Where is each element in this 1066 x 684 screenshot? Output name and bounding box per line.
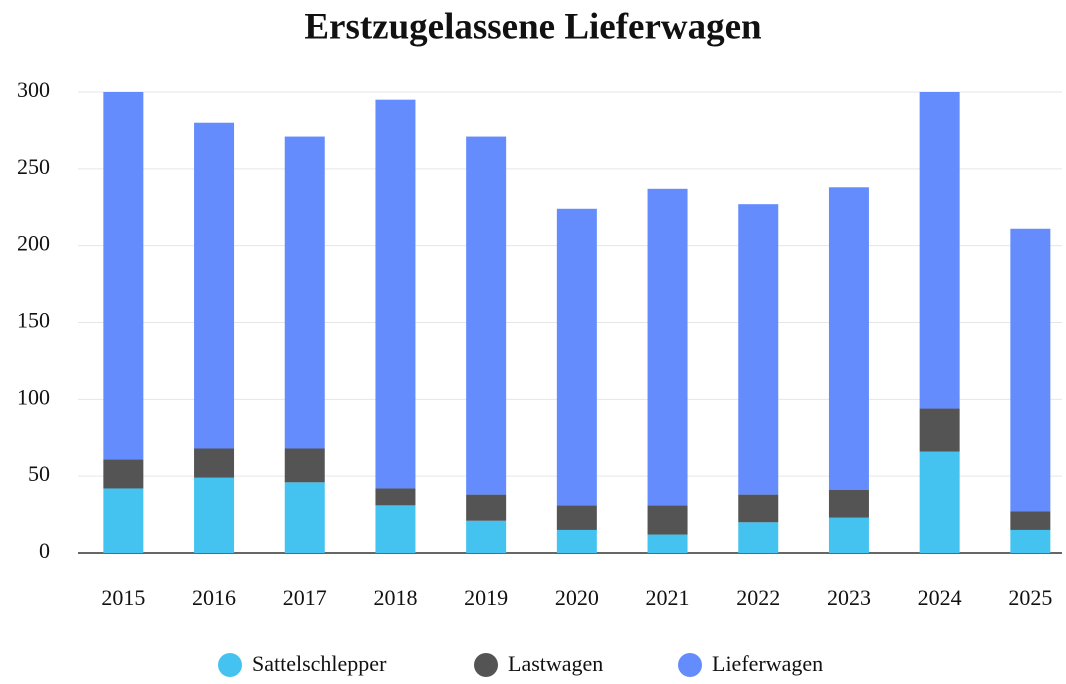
bar-segment	[284, 448, 325, 483]
y-tick-label: 250	[17, 154, 50, 179]
bar-segment	[103, 459, 144, 489]
y-tick-label: 100	[17, 384, 50, 409]
bar-segment	[194, 477, 235, 553]
bar-segment	[919, 451, 960, 553]
y-tick-label: 200	[17, 231, 50, 256]
bar-segment	[556, 505, 597, 530]
bar-segment	[284, 482, 325, 553]
legend-label: Lieferwagen	[712, 651, 823, 676]
x-tick-label: 2025	[1008, 585, 1052, 610]
bar-segment	[1010, 228, 1051, 512]
x-tick-label: 2020	[555, 585, 599, 610]
y-tick-label: 150	[17, 308, 50, 333]
legend-swatch	[474, 653, 498, 677]
bar-segment	[466, 494, 507, 521]
bar-segment	[194, 448, 235, 478]
bar-segment	[828, 187, 869, 490]
bar-segment	[647, 188, 688, 506]
bar-segment	[919, 92, 960, 409]
x-tick-label: 2021	[646, 585, 690, 610]
bar-segment	[466, 520, 507, 553]
legend-swatch	[678, 653, 702, 677]
x-tick-label: 2017	[283, 585, 327, 610]
chart-title: Erstzugelassene Lieferwagen	[304, 6, 762, 47]
y-tick-label: 0	[39, 538, 50, 563]
bar-segment	[375, 505, 416, 553]
bar-segment	[284, 136, 325, 449]
bar-segment	[828, 517, 869, 553]
legend-swatch	[218, 653, 242, 677]
x-tick-label: 2024	[918, 585, 962, 610]
legend-label: Sattelschlepper	[252, 651, 387, 676]
x-tick-label: 2019	[464, 585, 508, 610]
bar-segment	[738, 494, 779, 523]
y-tick-label: 300	[17, 77, 50, 102]
legend-label: Lastwagen	[508, 651, 603, 676]
bar-segment	[738, 522, 779, 553]
bar-segment	[738, 204, 779, 495]
y-tick-label: 50	[28, 461, 50, 486]
bar-segment	[103, 488, 144, 553]
bar-segment	[1010, 529, 1051, 553]
bar-segment	[828, 489, 869, 518]
bar-segment	[375, 99, 416, 489]
x-tick-label: 2015	[101, 585, 145, 610]
x-tick-label: 2016	[192, 585, 236, 610]
bar-segment	[375, 488, 416, 506]
bar-segment	[194, 122, 235, 449]
bar-segment	[556, 529, 597, 553]
bar-segment	[647, 505, 688, 535]
x-tick-label: 2023	[827, 585, 871, 610]
x-tick-label: 2018	[373, 585, 417, 610]
bar-segment	[647, 534, 688, 553]
bar-segment	[1010, 511, 1051, 530]
bar-segment	[919, 408, 960, 452]
bar-segment	[466, 136, 507, 495]
bar-segment	[103, 92, 144, 460]
x-tick-label: 2022	[736, 585, 780, 610]
bar-segment	[556, 208, 597, 506]
